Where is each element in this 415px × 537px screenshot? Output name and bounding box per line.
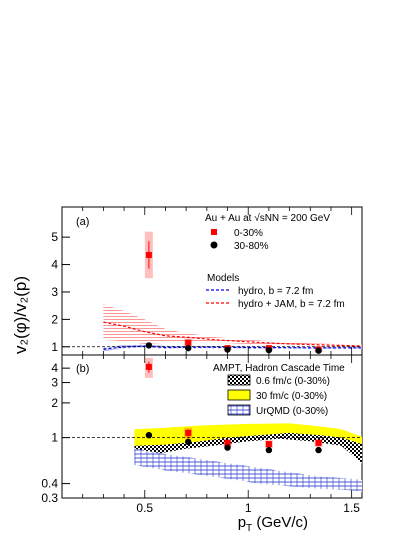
panel-b-ytick-label: 3 [51, 376, 58, 390]
panel-a-bands [103, 304, 363, 351]
x-axis-title-subscript: T [246, 523, 252, 534]
panel-b-ytick-label: 0.3 [41, 491, 58, 505]
data-point-circle [315, 347, 322, 354]
data-point-square [265, 441, 272, 448]
legend-entry: UrQMD (0-30%) [227, 404, 328, 417]
legend-label: 30 fm/c (0-30%) [256, 391, 327, 402]
x-axis-title: pT (GeV/c) [238, 514, 308, 534]
legend-label: 30-80% [234, 241, 269, 252]
data-point-square [224, 439, 231, 446]
data-point-square [185, 339, 192, 346]
panel-a-xticks [82, 207, 353, 355]
panel-a-ytick-label: 3 [51, 285, 58, 299]
data-point-circle [265, 446, 273, 454]
panel-b-legend: 0.6 fm/c (0-30%) 30 fm/c (0-30%) UrQMD (0-… [227, 374, 330, 417]
panel-a-legend: 0-30% 30-80% hydro, b = 7.2 fm hydro + JAM,… [206, 228, 345, 310]
data-point-circle [145, 432, 153, 439]
panel-b-frame [61, 354, 363, 499]
panel-b-label: (b) [76, 363, 89, 375]
panel-a-hydro-jam-b-7-2-fm-line [103, 321, 363, 347]
panel-a-ytick-label: 4 [51, 258, 58, 272]
panel-a-legend-header: Models [207, 273, 239, 284]
panel-a-ytick-label: 2 [51, 312, 58, 326]
panel-b-ytick-label: 0.4 [41, 477, 58, 491]
panel-a-points [144, 231, 323, 354]
data-point-square [315, 439, 322, 446]
y-axis-title: v₂(φ)/v₂(p) [11, 276, 30, 354]
data-point-square [185, 429, 192, 436]
legend-label: hydro + JAM, b = 7.2 fm [238, 299, 345, 310]
panel-b-bands [134, 423, 362, 492]
panel-b-ytick-label: 4 [51, 361, 58, 375]
data-point-circle [224, 346, 231, 353]
panel-b-yticks: 0.30.4 1 2 34 [41, 361, 70, 505]
legend-marker [227, 389, 251, 401]
legend-entry: hydro, b = 7.2 fm [206, 286, 313, 297]
panel-a-hydro-b-7-2-fm-band [103, 344, 363, 351]
legend-marker [210, 241, 218, 249]
data-point-circle [185, 438, 192, 446]
panel-a-ytick-label: 1 [51, 340, 58, 354]
x-axis-title-unit: (GeV/c) [252, 514, 308, 531]
legend-marker [211, 229, 217, 235]
panel-b-urqmd-0-30--band [134, 448, 362, 492]
panel-b-xticks: 0.5 1 1.5 [82, 355, 360, 515]
x-tick-label: 1.5 [343, 501, 360, 515]
data-point-square [145, 251, 152, 258]
legend-label: 0-30% [234, 228, 263, 239]
legend-label: 0.6 fm/c (0-30%) [256, 376, 330, 387]
legend-label: UrQMD (0-30%) [256, 406, 328, 417]
panel-b-points [144, 357, 323, 454]
x-axis-title-main: p [238, 514, 246, 531]
data-point-circle [145, 342, 153, 349]
panel-a: 1 2 3 4 5 (a) Au + Au at √sNN = 200 GeV 0-30… [51, 206, 363, 356]
panel-a-yticks: 1 2 3 4 5 [51, 230, 70, 354]
data-point-circle [185, 344, 192, 352]
legend-entry: 0-30% [211, 228, 263, 239]
data-point-square [145, 363, 152, 370]
panel-b: 0.30.4 1 2 34 0.5 1 1.5 (b) AMPT, Hadron Casc… [41, 354, 363, 515]
panel-a-ytick-label: 5 [51, 230, 58, 244]
panel-a-title: Au + Au at √sNN = 200 GeV [205, 212, 330, 224]
legend-entry: 30 fm/c (0-30%) [227, 389, 327, 402]
data-point-circle [315, 446, 322, 454]
legend-marker [227, 404, 251, 416]
legend-entry: 30-80% [210, 241, 269, 252]
panel-b-ytick-label: 2 [51, 396, 58, 410]
legend-entry: 0.6 fm/c (0-30%) [227, 374, 330, 387]
data-point-circle [265, 346, 273, 354]
panel-b-30-fm-c-0-30--band [134, 423, 362, 446]
panel-b-ytick-label: 1 [51, 431, 58, 445]
x-tick-label: 1 [245, 501, 252, 515]
panel-b-title: AMPT, Hadron Cascade Time [213, 363, 345, 374]
legend-label: hydro, b = 7.2 fm [238, 286, 313, 297]
data-point-circle [224, 444, 231, 451]
legend-entry: hydro + JAM, b = 7.2 fm [206, 299, 345, 310]
x-tick-label: 0.5 [136, 501, 153, 515]
panel-a-label: (a) [76, 216, 89, 228]
legend-marker [227, 374, 251, 386]
